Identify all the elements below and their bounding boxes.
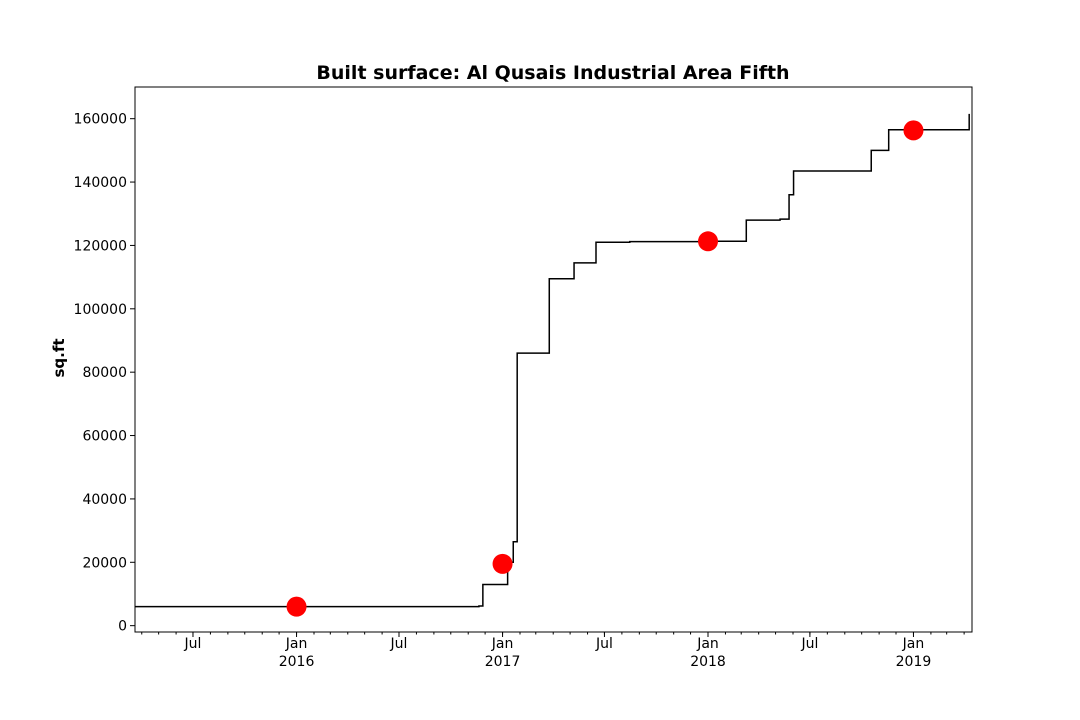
built-surface-step-line [135,113,970,608]
x-tick-year-label: 2016 [279,654,315,670]
y-tick-label: 20000 [82,555,127,571]
plot-frame [134,86,973,633]
plot-area [135,113,970,617]
y-tick-label: 0 [118,619,127,635]
y-axis-label: sq.ft [50,338,68,377]
x-tick-label: Jul [184,636,202,652]
x-tick-label: Jan [696,636,719,652]
y-axis: 0 20000 40000 60000 80000 100000 120000 140000 1… [74,112,135,635]
red-marker-point [492,553,513,574]
x-tick-label: Jul [595,636,613,652]
y-tick-label: 40000 [82,492,127,508]
x-tick-label: Jul [800,636,818,652]
x-tick-label: Jan [902,636,925,652]
y-tick-label: 80000 [82,365,127,381]
y-tick-label: 160000 [74,112,127,128]
x-tick-label: Jan [285,636,308,652]
chart-title: Built surface: Al Qusais Industrial Area… [316,62,789,84]
x-tick-year-label: 2019 [896,654,932,670]
x-axis: Jul Jan 2016 Jul Jan 2017 Jul Jan 2018 Jul Jan 2019 [141,632,965,670]
x-tick-year-label: 2017 [485,654,521,670]
x-tick-year-label: 2018 [690,654,726,670]
red-marker-point [286,596,307,617]
y-tick-label: 60000 [82,429,127,445]
red-marker-point [903,120,924,141]
y-tick-label: 100000 [74,302,127,318]
y-tick-label: 120000 [74,238,127,254]
y-tick-label: 140000 [74,175,127,191]
red-marker-point [698,231,719,252]
x-tick-label: Jan [491,636,514,652]
x-tick-label: Jul [390,636,408,652]
